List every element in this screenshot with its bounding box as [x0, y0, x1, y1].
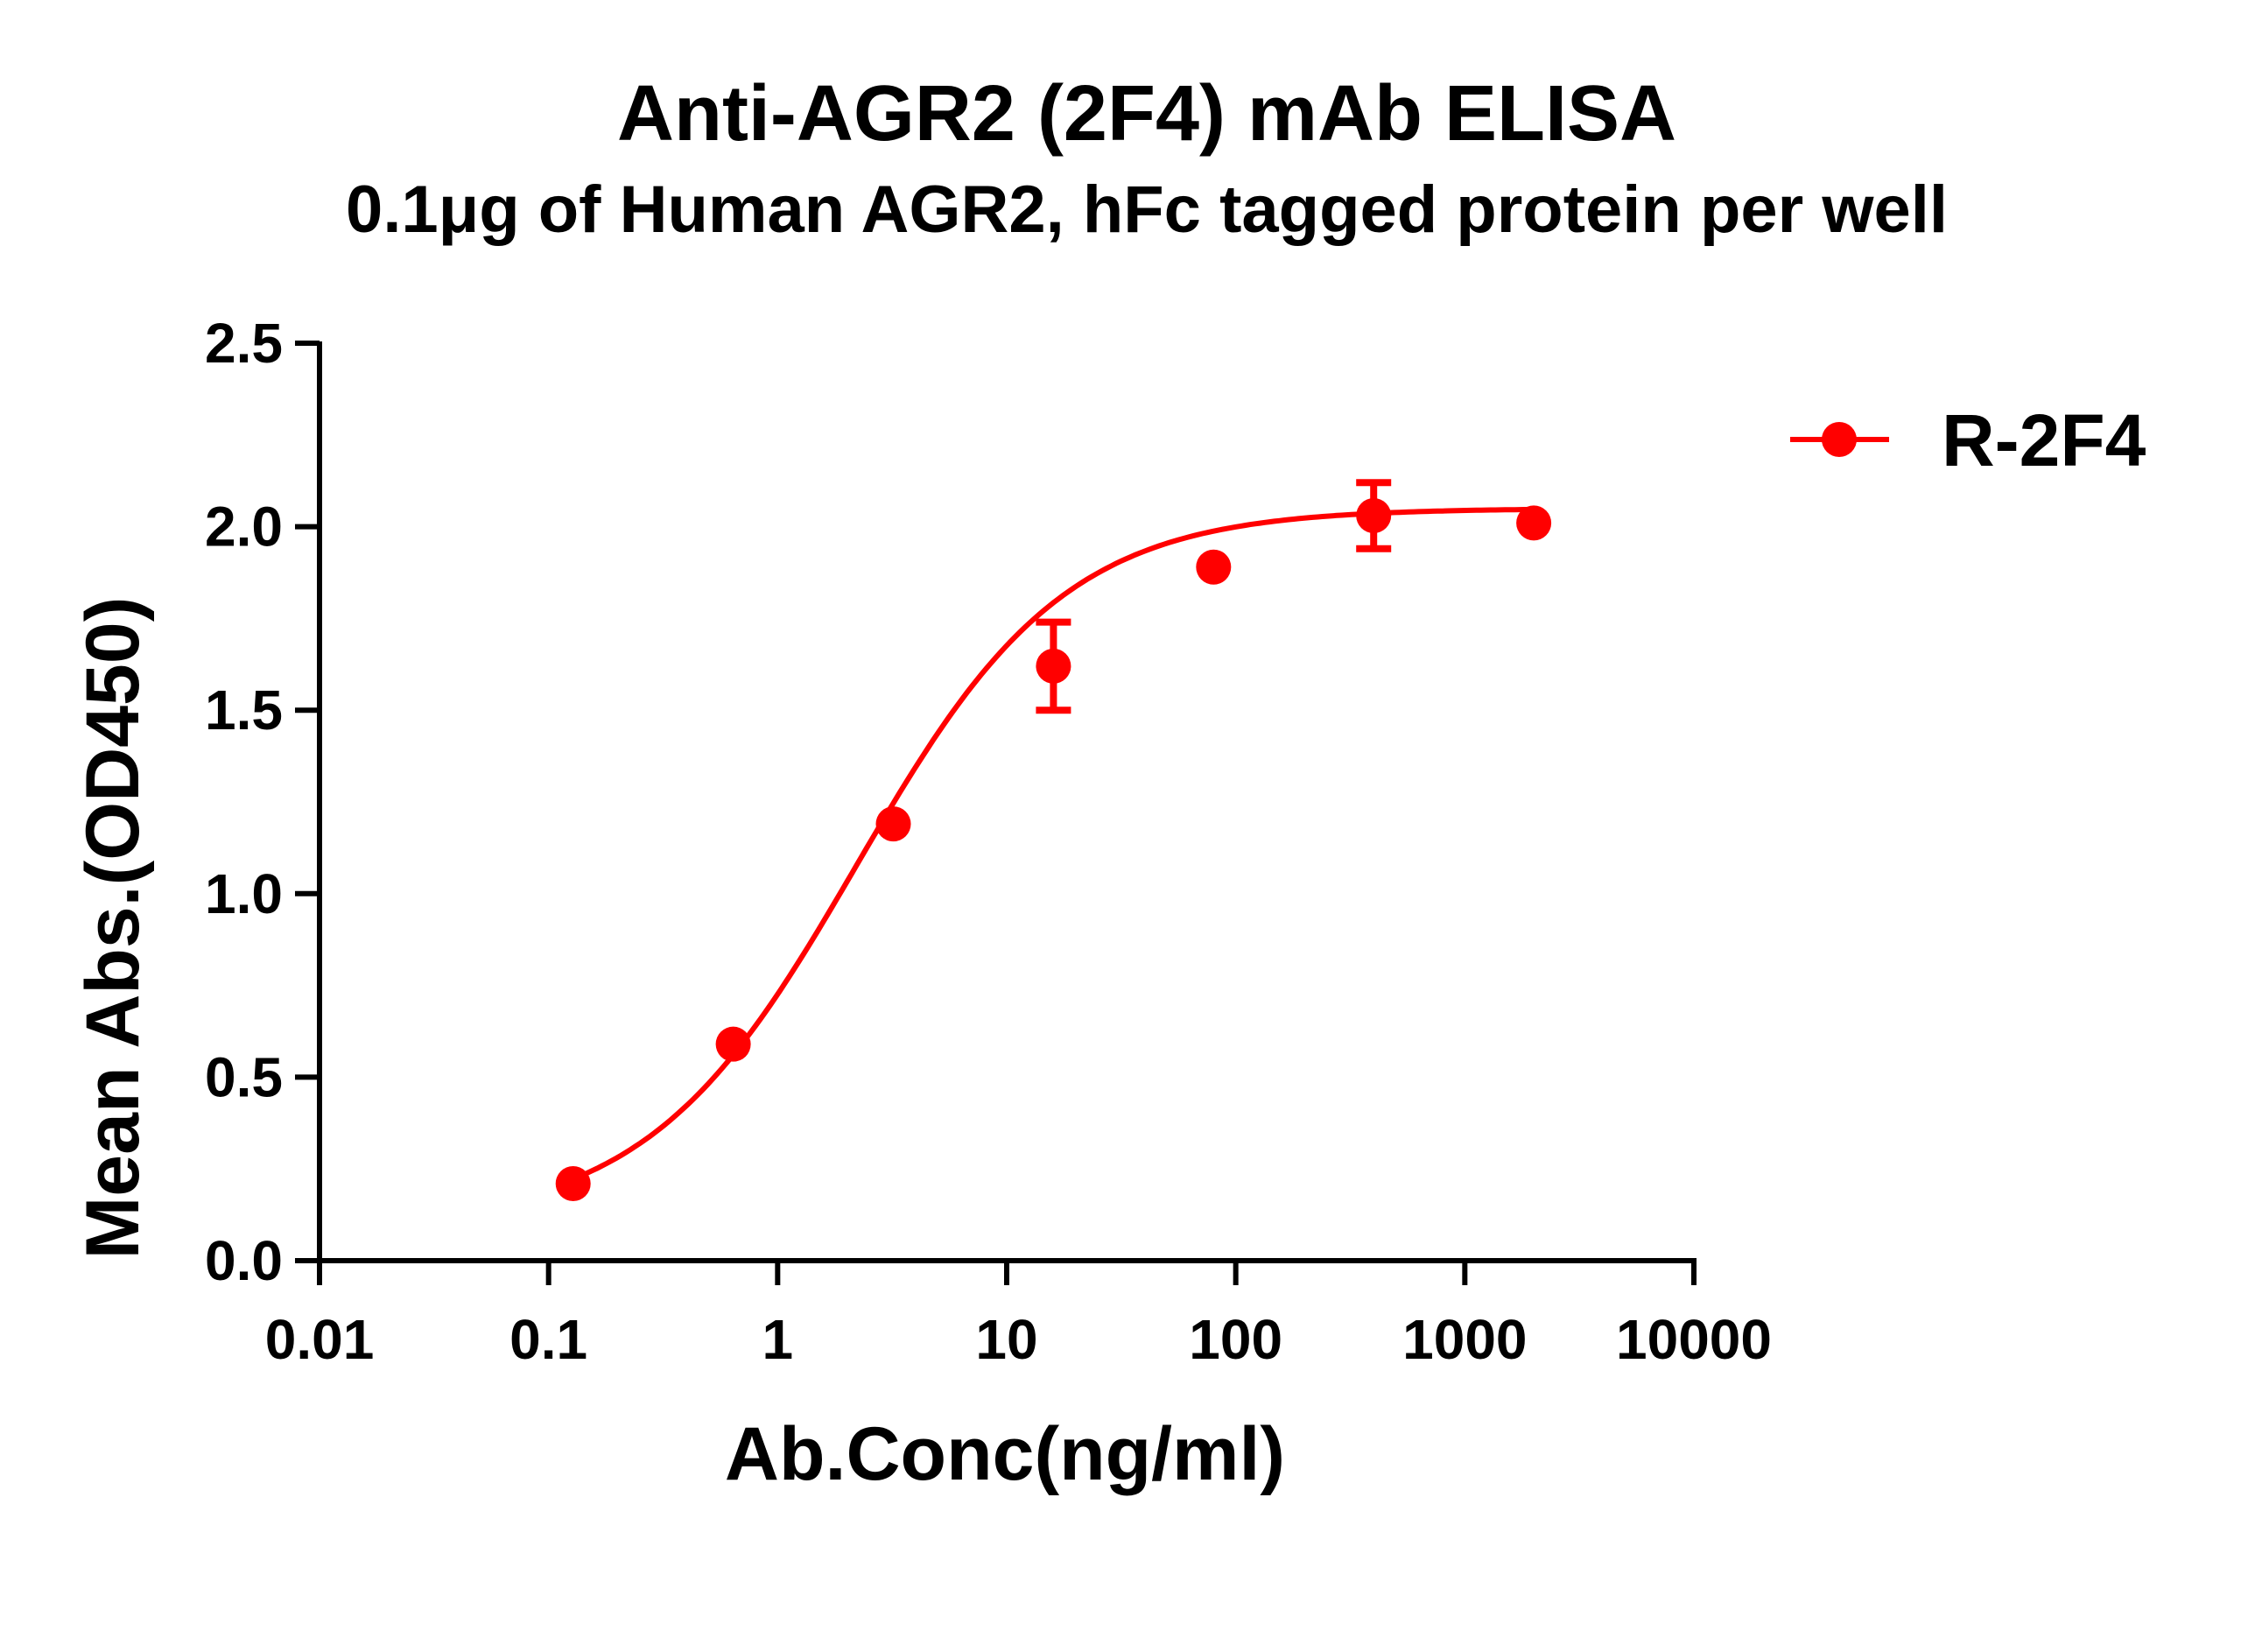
- plot-area: [555, 479, 1552, 1201]
- chart-title: Anti-AGR2 (2F4) mAb ELISA: [617, 70, 1676, 158]
- y-tick-label: 2.0: [205, 496, 283, 559]
- x-tick-label: 0.01: [265, 1308, 375, 1371]
- x-tick-label: 1: [762, 1308, 794, 1371]
- x-tick-label: 10000: [1616, 1308, 1772, 1371]
- x-tick-label: 10: [975, 1308, 1037, 1371]
- data-point: [1196, 549, 1232, 585]
- y-axis-title: Mean Abs.(OD450): [71, 597, 155, 1260]
- data-point: [875, 806, 911, 842]
- fit-curve: [572, 506, 1535, 1182]
- x-tick-label: 100: [1189, 1308, 1282, 1371]
- data-point: [1516, 505, 1552, 541]
- x-tick-label: 0.1: [509, 1308, 587, 1371]
- data-point: [1036, 648, 1071, 684]
- data-point: [555, 1165, 591, 1201]
- y-axis: 0.0 0.5 1.0 1.5 2.0 2.5: [205, 312, 322, 1292]
- x-axis: 0.01 0.1 1 10 100 1000 10000: [265, 1258, 1772, 1371]
- y-tick-label: 0.0: [205, 1229, 283, 1292]
- x-tick-label: 1000: [1402, 1308, 1527, 1371]
- y-tick-label: 1.0: [205, 862, 283, 925]
- legend: R-2F4: [1790, 399, 2146, 482]
- y-tick-label: 2.5: [205, 312, 283, 375]
- x-axis-title: Ab.Conc(ng/ml): [725, 1412, 1285, 1496]
- data-point: [1356, 498, 1392, 534]
- y-tick-label: 0.5: [205, 1045, 283, 1108]
- y-tick-label: 1.5: [205, 678, 283, 742]
- chart-subtitle: 0.1μg of Human AGR2, hFc tagged protein …: [346, 172, 1948, 247]
- legend-marker: [1822, 422, 1857, 457]
- data-point: [715, 1026, 751, 1062]
- legend-label: R-2F4: [1942, 399, 2146, 482]
